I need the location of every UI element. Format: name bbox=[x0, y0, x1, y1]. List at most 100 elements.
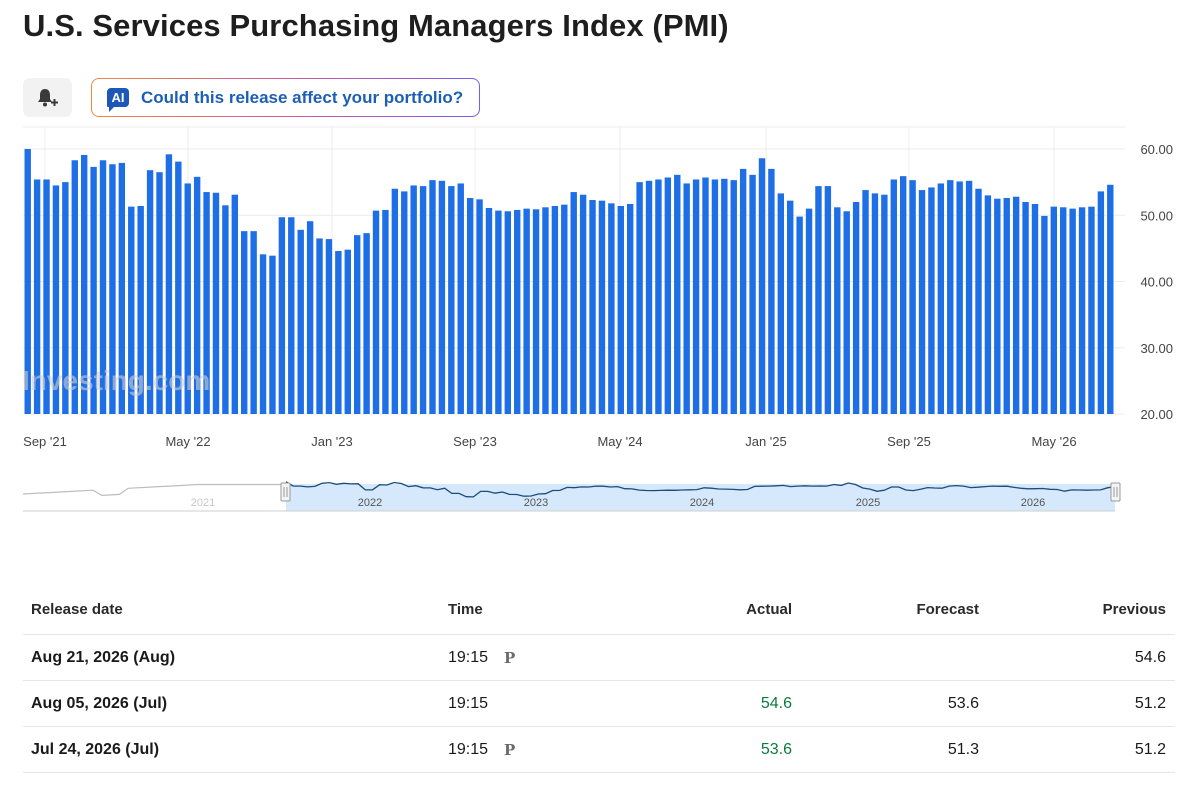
bar[interactable] bbox=[269, 255, 276, 414]
bar[interactable] bbox=[90, 166, 97, 414]
bar[interactable] bbox=[721, 178, 728, 414]
bar[interactable] bbox=[918, 190, 926, 414]
bar[interactable] bbox=[542, 207, 549, 414]
bar[interactable] bbox=[363, 233, 370, 414]
bar[interactable] bbox=[485, 207, 493, 414]
bar[interactable] bbox=[579, 194, 587, 414]
bar[interactable] bbox=[410, 185, 417, 414]
bar[interactable] bbox=[344, 249, 351, 414]
bar[interactable] bbox=[297, 229, 304, 414]
bar[interactable] bbox=[128, 206, 135, 414]
bar[interactable] bbox=[1069, 208, 1076, 415]
bar[interactable] bbox=[43, 179, 50, 414]
ai-portfolio-button[interactable]: AI Could this release affect your portfo… bbox=[91, 78, 480, 117]
bar[interactable] bbox=[815, 186, 822, 414]
bar[interactable] bbox=[259, 254, 267, 414]
bar[interactable] bbox=[617, 205, 624, 414]
bar[interactable] bbox=[598, 200, 606, 414]
bar[interactable] bbox=[419, 186, 427, 414]
bar[interactable] bbox=[692, 179, 700, 414]
bar[interactable] bbox=[852, 202, 860, 414]
bar[interactable] bbox=[1060, 207, 1067, 414]
bar[interactable] bbox=[457, 183, 464, 414]
bar[interactable] bbox=[881, 194, 888, 414]
bar[interactable] bbox=[523, 208, 530, 415]
bar[interactable] bbox=[429, 180, 436, 414]
bar[interactable] bbox=[655, 179, 662, 414]
bar[interactable] bbox=[448, 186, 455, 414]
bar[interactable] bbox=[175, 161, 182, 414]
bar[interactable] bbox=[937, 183, 945, 414]
bar[interactable] bbox=[118, 162, 126, 414]
bar[interactable] bbox=[146, 170, 154, 414]
bar[interactable] bbox=[551, 205, 559, 414]
bar[interactable] bbox=[184, 183, 191, 414]
col-forecast[interactable]: Forecast bbox=[916, 601, 979, 618]
bar[interactable] bbox=[306, 221, 314, 414]
bar[interactable] bbox=[674, 174, 681, 414]
bar[interactable] bbox=[626, 203, 634, 414]
bar[interactable] bbox=[965, 180, 973, 414]
bar[interactable] bbox=[824, 186, 832, 414]
bar[interactable] bbox=[1031, 203, 1039, 414]
bar[interactable] bbox=[504, 211, 512, 414]
col-release-date[interactable]: Release date bbox=[31, 601, 123, 618]
navigator-left-handle[interactable] bbox=[280, 482, 291, 502]
bar[interactable] bbox=[241, 231, 248, 414]
bar[interactable] bbox=[288, 217, 295, 414]
bar[interactable] bbox=[796, 216, 803, 414]
bar[interactable] bbox=[730, 180, 737, 414]
bar[interactable] bbox=[984, 195, 992, 415]
bar[interactable] bbox=[514, 209, 521, 414]
bar[interactable] bbox=[99, 160, 107, 414]
bar[interactable] bbox=[862, 190, 869, 414]
bar[interactable] bbox=[909, 180, 916, 414]
bar[interactable] bbox=[739, 168, 747, 415]
bar[interactable] bbox=[899, 176, 907, 414]
bar[interactable] bbox=[24, 149, 31, 414]
bar[interactable] bbox=[561, 204, 568, 414]
chart-navigator[interactable]: 2021 2022 2023 2024 2025 2026 bbox=[0, 470, 1200, 520]
bar[interactable] bbox=[645, 180, 653, 414]
col-actual[interactable]: Actual bbox=[746, 601, 792, 618]
bar[interactable] bbox=[1050, 206, 1058, 414]
bar[interactable] bbox=[570, 192, 577, 414]
bar[interactable] bbox=[382, 209, 389, 414]
bar[interactable] bbox=[33, 179, 41, 414]
bar[interactable] bbox=[928, 187, 935, 414]
bar[interactable] bbox=[1041, 215, 1048, 414]
bar[interactable] bbox=[1097, 191, 1105, 414]
bar[interactable] bbox=[156, 172, 163, 414]
bar[interactable] bbox=[1088, 206, 1095, 414]
bar[interactable] bbox=[335, 251, 342, 414]
bar[interactable] bbox=[250, 231, 257, 414]
bar[interactable] bbox=[871, 193, 879, 414]
bar[interactable] bbox=[1003, 198, 1010, 414]
bar[interactable] bbox=[843, 211, 850, 414]
bar[interactable] bbox=[711, 179, 719, 414]
bar[interactable] bbox=[608, 203, 615, 414]
bar[interactable] bbox=[316, 238, 323, 414]
bar[interactable] bbox=[401, 191, 408, 414]
bar[interactable] bbox=[1107, 184, 1114, 414]
col-time[interactable]: Time bbox=[448, 601, 483, 618]
navigator-right-handle[interactable] bbox=[1110, 482, 1121, 502]
bar[interactable] bbox=[834, 207, 841, 414]
bar[interactable] bbox=[975, 188, 982, 414]
bar[interactable] bbox=[222, 205, 229, 414]
bar[interactable] bbox=[203, 192, 210, 414]
bar[interactable] bbox=[702, 177, 709, 414]
bar[interactable] bbox=[589, 200, 596, 414]
bar[interactable] bbox=[805, 208, 813, 415]
bar[interactable] bbox=[777, 193, 785, 414]
bar[interactable] bbox=[193, 176, 201, 414]
bar[interactable] bbox=[495, 210, 502, 414]
bar[interactable] bbox=[466, 198, 474, 414]
bar[interactable] bbox=[109, 164, 116, 414]
bar[interactable] bbox=[137, 205, 144, 414]
bar[interactable] bbox=[749, 174, 756, 414]
bar[interactable] bbox=[758, 158, 766, 414]
col-previous[interactable]: Previous bbox=[1102, 601, 1166, 618]
bar[interactable] bbox=[994, 198, 1001, 414]
add-alert-button[interactable] bbox=[23, 78, 72, 117]
